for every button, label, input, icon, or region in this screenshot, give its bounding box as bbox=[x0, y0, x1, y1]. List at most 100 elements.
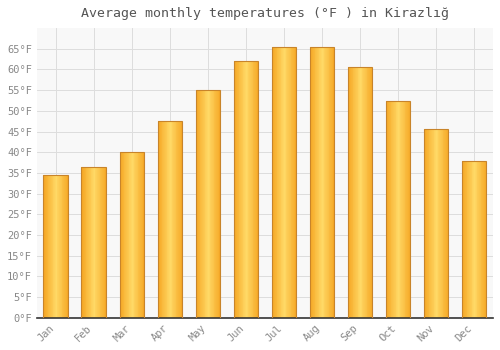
Bar bbox=[289, 47, 290, 318]
Bar bbox=[348, 68, 372, 318]
Bar bbox=[213, 90, 214, 318]
Bar bbox=[241, 61, 242, 318]
Bar bbox=[404, 100, 406, 318]
Bar bbox=[322, 47, 323, 318]
Bar bbox=[483, 161, 484, 318]
Bar bbox=[54, 175, 55, 318]
Bar bbox=[365, 68, 366, 318]
Bar bbox=[131, 152, 132, 318]
Bar bbox=[256, 61, 258, 318]
Bar bbox=[240, 61, 241, 318]
Bar bbox=[246, 61, 248, 318]
Bar bbox=[237, 61, 238, 318]
Bar bbox=[462, 161, 486, 318]
Bar bbox=[294, 47, 296, 318]
Bar bbox=[63, 175, 64, 318]
Bar bbox=[475, 161, 476, 318]
Bar bbox=[104, 167, 106, 318]
Bar bbox=[49, 175, 50, 318]
Bar bbox=[465, 161, 466, 318]
Bar bbox=[90, 167, 92, 318]
Bar bbox=[127, 152, 128, 318]
Bar bbox=[403, 100, 404, 318]
Bar bbox=[484, 161, 485, 318]
Bar bbox=[314, 47, 316, 318]
Bar bbox=[93, 167, 94, 318]
Bar bbox=[428, 130, 430, 318]
Bar bbox=[58, 175, 59, 318]
Bar bbox=[238, 61, 240, 318]
Bar bbox=[251, 61, 252, 318]
Bar bbox=[164, 121, 165, 318]
Bar bbox=[121, 152, 122, 318]
Bar bbox=[138, 152, 140, 318]
Bar bbox=[66, 175, 68, 318]
Bar bbox=[211, 90, 212, 318]
Bar bbox=[130, 152, 131, 318]
Bar bbox=[330, 47, 331, 318]
Bar bbox=[370, 68, 372, 318]
Bar bbox=[250, 61, 251, 318]
Bar bbox=[254, 61, 255, 318]
Bar bbox=[406, 100, 407, 318]
Bar bbox=[470, 161, 471, 318]
Bar bbox=[200, 90, 202, 318]
Bar bbox=[214, 90, 216, 318]
Bar bbox=[407, 100, 408, 318]
Bar bbox=[317, 47, 318, 318]
Bar bbox=[323, 47, 324, 318]
Bar bbox=[473, 161, 474, 318]
Bar bbox=[292, 47, 293, 318]
Bar bbox=[274, 47, 275, 318]
Bar bbox=[485, 161, 486, 318]
Bar bbox=[102, 167, 103, 318]
Bar bbox=[434, 130, 435, 318]
Bar bbox=[482, 161, 483, 318]
Bar bbox=[89, 167, 90, 318]
Bar bbox=[218, 90, 220, 318]
Bar bbox=[65, 175, 66, 318]
Bar bbox=[196, 90, 220, 318]
Bar bbox=[197, 90, 198, 318]
Bar bbox=[207, 90, 208, 318]
Bar bbox=[48, 175, 49, 318]
Bar bbox=[165, 121, 166, 318]
Bar bbox=[137, 152, 138, 318]
Bar bbox=[446, 130, 448, 318]
Bar bbox=[321, 47, 322, 318]
Bar bbox=[158, 121, 182, 318]
Bar bbox=[436, 130, 437, 318]
Bar bbox=[397, 100, 398, 318]
Bar bbox=[203, 90, 204, 318]
Bar bbox=[245, 61, 246, 318]
Bar bbox=[427, 130, 428, 318]
Bar bbox=[45, 175, 46, 318]
Bar bbox=[172, 121, 173, 318]
Bar bbox=[426, 130, 427, 318]
Bar bbox=[46, 175, 47, 318]
Bar bbox=[168, 121, 169, 318]
Bar bbox=[331, 47, 332, 318]
Bar bbox=[60, 175, 61, 318]
Bar bbox=[399, 100, 400, 318]
Bar bbox=[85, 167, 86, 318]
Bar bbox=[350, 68, 351, 318]
Bar bbox=[316, 47, 317, 318]
Bar bbox=[424, 130, 448, 318]
Bar bbox=[430, 130, 431, 318]
Bar bbox=[352, 68, 354, 318]
Bar bbox=[368, 68, 369, 318]
Bar bbox=[285, 47, 286, 318]
Bar bbox=[293, 47, 294, 318]
Bar bbox=[332, 47, 334, 318]
Bar bbox=[161, 121, 162, 318]
Bar bbox=[441, 130, 442, 318]
Bar bbox=[96, 167, 97, 318]
Bar bbox=[313, 47, 314, 318]
Bar bbox=[290, 47, 292, 318]
Bar bbox=[351, 68, 352, 318]
Bar bbox=[438, 130, 440, 318]
Bar bbox=[326, 47, 327, 318]
Bar bbox=[474, 161, 475, 318]
Bar bbox=[212, 90, 213, 318]
